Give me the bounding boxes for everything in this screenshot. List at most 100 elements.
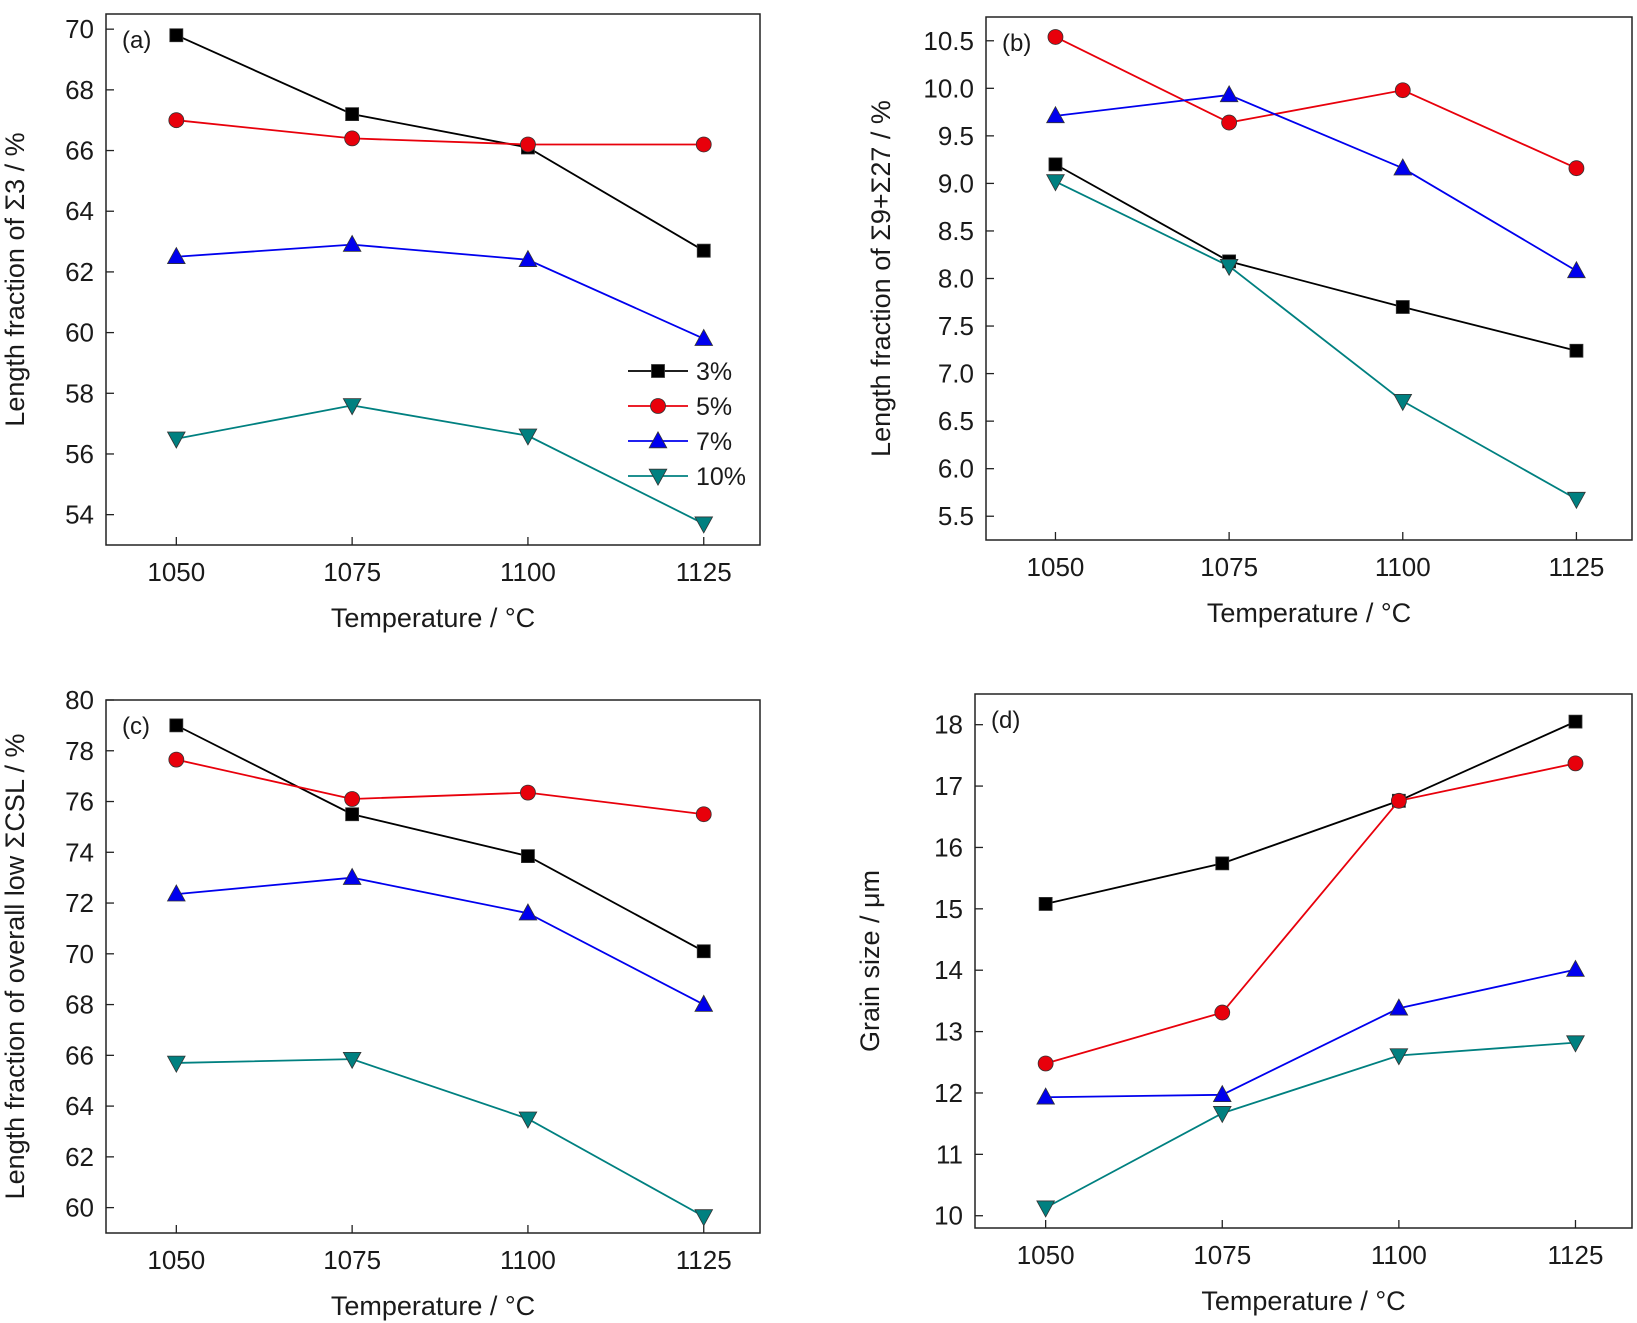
data-point-5pct — [695, 136, 712, 153]
y-tick-label: 58 — [65, 378, 94, 408]
y-tick-label: 66 — [65, 136, 94, 166]
x-tick-label: 1050 — [1017, 1240, 1075, 1270]
panel-c: 60 62 64 66 68 70 72 74 76 78 80 1050 1075 1100 1125 Te… — [0, 685, 761, 1321]
x-tick-label: 1100 — [500, 557, 556, 587]
plot-frame — [105, 13, 761, 546]
data-point-5pct — [1394, 82, 1411, 99]
series-line-7pct — [1055, 94, 1577, 272]
y-tick-label: 64 — [65, 1091, 94, 1121]
legend-marker — [648, 468, 668, 487]
data-point-5pct — [695, 806, 712, 823]
data-point-7pct — [1036, 1087, 1056, 1105]
data-point-3pct — [345, 107, 360, 122]
data-point-3pct — [696, 243, 711, 258]
y-axis-title: Grain size / μm — [855, 870, 885, 1052]
legend-marker — [651, 364, 665, 378]
y-tick-label: 80 — [65, 685, 94, 715]
panel-label: (b) — [1002, 30, 1031, 57]
y-tick-label: 72 — [65, 888, 94, 918]
data-point-5pct — [1390, 792, 1407, 809]
y-tick-label: 12 — [934, 1078, 963, 1108]
y-axis-title: Length fraction of Σ9+Σ27 / % — [866, 100, 896, 457]
y-tick-label: 8.5 — [938, 216, 974, 246]
data-point-3pct — [345, 807, 360, 822]
y-tick-label: 6.0 — [938, 454, 974, 484]
data-point-10pct — [1566, 491, 1586, 510]
data-point-10pct — [342, 1051, 362, 1070]
y-tick-label: 60 — [65, 1193, 94, 1223]
x-tick-label: 1100 — [500, 1245, 556, 1275]
data-point-7pct — [518, 903, 538, 921]
series-line-7pct — [176, 243, 705, 340]
y-tick-label: 76 — [65, 787, 94, 817]
data-point-3pct — [1215, 856, 1230, 871]
data-point-7pct — [1566, 959, 1585, 977]
y-tick-label: 68 — [65, 990, 94, 1020]
x-tick-label: 1125 — [1548, 1240, 1604, 1270]
x-tick-label: 1125 — [1548, 552, 1604, 582]
data-point-7pct — [1045, 105, 1065, 124]
data-point-3pct — [521, 849, 535, 863]
y-tick-label: 62 — [65, 257, 94, 287]
data-point-5pct — [344, 791, 361, 807]
series-line-3pct — [175, 34, 705, 252]
y-tick-label: 7.0 — [938, 359, 974, 389]
y-tick-label: 5.5 — [938, 501, 974, 531]
data-point-3pct — [1569, 343, 1584, 358]
panels: 54 56 58 60 62 64 66 68 70 1050 1075 1100 1125 Temper… — [0, 13, 1633, 1321]
y-tick-label: 66 — [65, 1040, 94, 1070]
y-tick-label: 68 — [65, 75, 94, 105]
data-point-10pct — [1036, 1200, 1056, 1218]
legend-label: 5% — [696, 393, 732, 421]
data-point-5pct — [1214, 1004, 1231, 1021]
y-tick-label: 8.0 — [938, 264, 974, 294]
data-point-5pct — [520, 136, 536, 153]
y-tick-label: 15 — [934, 894, 963, 924]
data-point-5pct — [1221, 114, 1238, 131]
x-tick-label: 1125 — [676, 1245, 732, 1275]
series-line-3pct — [175, 724, 705, 953]
y-tick-label: 10.0 — [923, 73, 974, 103]
data-point-5pct — [1047, 29, 1064, 45]
x-tick-label: 1125 — [676, 557, 732, 587]
series-line-3pct — [1045, 720, 1576, 905]
y-tick-label: 78 — [65, 736, 94, 766]
x-tick-label: 1100 — [1375, 552, 1431, 582]
x-axis-title: Temperature / °C — [331, 1291, 535, 1321]
data-point-7pct — [1389, 998, 1409, 1016]
data-point-3pct — [696, 944, 711, 959]
data-point-7pct — [1212, 1084, 1232, 1103]
series-line-7pct — [1045, 968, 1576, 1099]
y-tick-label: 10 — [934, 1201, 963, 1231]
data-point-10pct — [1566, 1035, 1585, 1053]
data-point-3pct — [1568, 714, 1583, 729]
y-tick-label: 13 — [934, 1017, 963, 1047]
data-point-7pct — [166, 246, 186, 264]
y-tick-label: 56 — [65, 439, 94, 469]
data-point-10pct — [694, 516, 714, 534]
series-line-5pct — [1055, 36, 1577, 170]
data-point-7pct — [1393, 158, 1413, 176]
x-tick-label: 1075 — [1200, 552, 1258, 582]
y-tick-label: 70 — [65, 939, 94, 969]
y-tick-label: 9.5 — [938, 121, 974, 151]
data-point-3pct — [1395, 300, 1410, 314]
data-point-5pct — [1037, 1055, 1054, 1072]
data-point-7pct — [342, 234, 362, 252]
x-axis-title: Temperature / °C — [1201, 1286, 1405, 1316]
data-point-5pct — [168, 751, 185, 768]
series-line-10pct — [1055, 180, 1577, 500]
x-tick-label: 1050 — [1027, 552, 1085, 582]
data-point-7pct — [1566, 260, 1586, 279]
legend-marker — [648, 430, 668, 449]
panel-label: (d) — [991, 707, 1020, 734]
x-tick-label: 1075 — [1193, 1240, 1251, 1270]
plot-frame — [105, 699, 761, 1234]
data-point-10pct — [518, 428, 538, 446]
data-point-10pct — [342, 398, 362, 416]
series-line-10pct — [176, 1058, 705, 1218]
legend-label: 7% — [696, 428, 732, 456]
series-line-3pct — [1055, 163, 1577, 352]
data-point-7pct — [518, 249, 538, 267]
